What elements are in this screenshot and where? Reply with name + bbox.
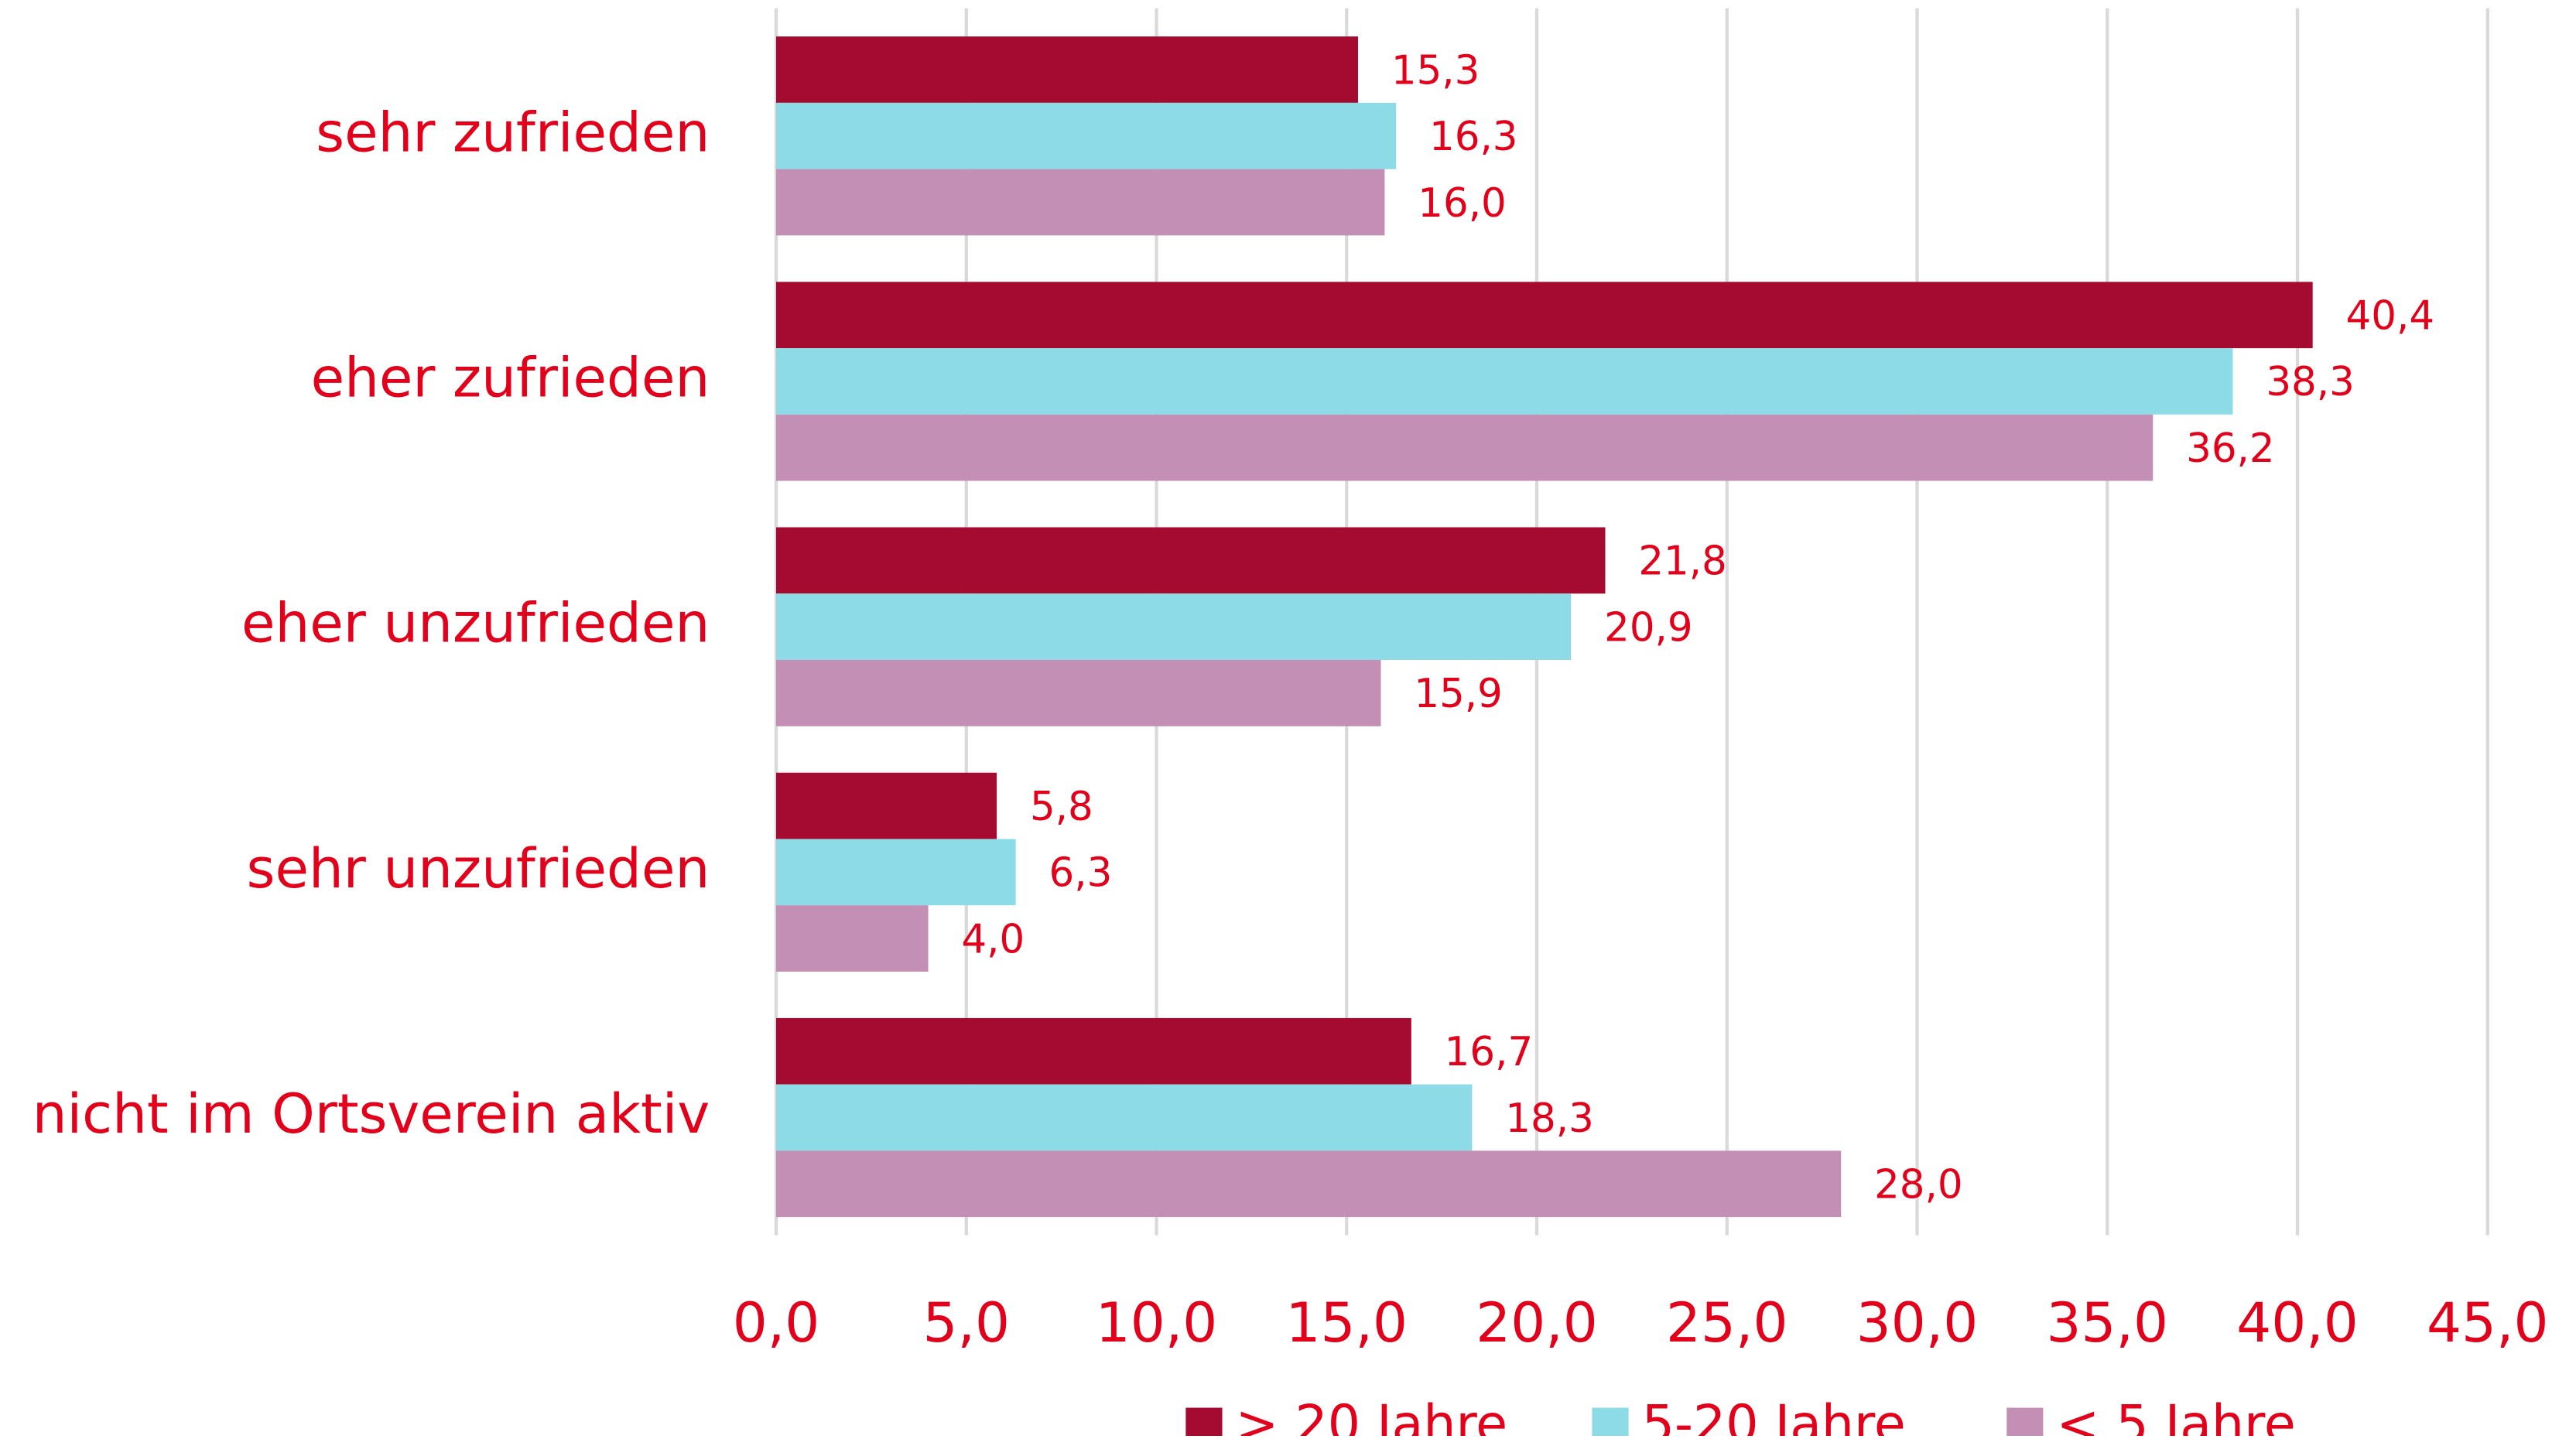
- value-label: 16,7: [1445, 1029, 1534, 1075]
- bar: [776, 1017, 1411, 1085]
- legend-swatch: [2006, 1407, 2044, 1439]
- value-label: 21,8: [1638, 538, 1727, 585]
- category-label: nicht im Ortsverein aktiv: [32, 1082, 710, 1146]
- legend-label: < 5 Jahre: [2057, 1393, 2296, 1436]
- bar: [776, 414, 2154, 481]
- value-label: 6,3: [1049, 850, 1113, 897]
- x-tick-label: 25,0: [1666, 1290, 1787, 1355]
- x-tick-label: 0,0: [733, 1290, 819, 1355]
- category-label: sehr zufrieden: [316, 100, 710, 164]
- x-tick-label: 10,0: [1096, 1290, 1217, 1355]
- bar: [776, 839, 1016, 906]
- bar: [776, 905, 929, 972]
- bar: [776, 282, 2313, 349]
- bar: [776, 102, 1397, 169]
- value-label: 16,0: [1418, 180, 1507, 227]
- x-tick-label: 35,0: [2047, 1290, 2168, 1355]
- legend-label: 5-20 Jahre: [1642, 1393, 1906, 1436]
- value-label: 28,0: [1874, 1162, 1963, 1208]
- category-label: eher zufrieden: [311, 345, 710, 409]
- bar: [776, 1150, 1842, 1218]
- value-label: 38,3: [2266, 359, 2355, 405]
- value-label: 20,9: [1604, 604, 1693, 651]
- bar: [776, 593, 1572, 660]
- value-label: 5,8: [1030, 784, 1093, 830]
- value-label: 18,3: [1505, 1095, 1594, 1142]
- bar: [776, 169, 1385, 236]
- value-label: 15,3: [1391, 47, 1480, 94]
- bar: [776, 36, 1359, 103]
- x-tick-label: 30,0: [1856, 1290, 1978, 1355]
- x-tick-label: 45,0: [2427, 1290, 2548, 1355]
- x-tick-label: 40,0: [2236, 1290, 2358, 1355]
- bar: [776, 1084, 1473, 1151]
- x-tick-label: 15,0: [1286, 1290, 1408, 1355]
- value-label: 36,2: [2186, 426, 2274, 472]
- value-label: 15,9: [1414, 671, 1503, 717]
- value-label: 40,4: [2346, 292, 2435, 339]
- category-label: eher unzufrieden: [241, 591, 710, 655]
- bar: [776, 659, 1381, 726]
- legend-swatch: [1185, 1407, 1223, 1439]
- x-tick-label: 5,0: [923, 1290, 1010, 1355]
- value-label: 16,3: [1429, 114, 1518, 160]
- x-tick-label: 20,0: [1476, 1290, 1597, 1355]
- value-label: 4,0: [961, 916, 1025, 962]
- legend-label: > 20 Jahre: [1236, 1393, 1508, 1436]
- bar: [776, 527, 1606, 594]
- legend-swatch: [1592, 1407, 1629, 1439]
- bar: [776, 772, 997, 839]
- bar: [776, 348, 2233, 415]
- category-label: sehr unzufrieden: [247, 836, 710, 901]
